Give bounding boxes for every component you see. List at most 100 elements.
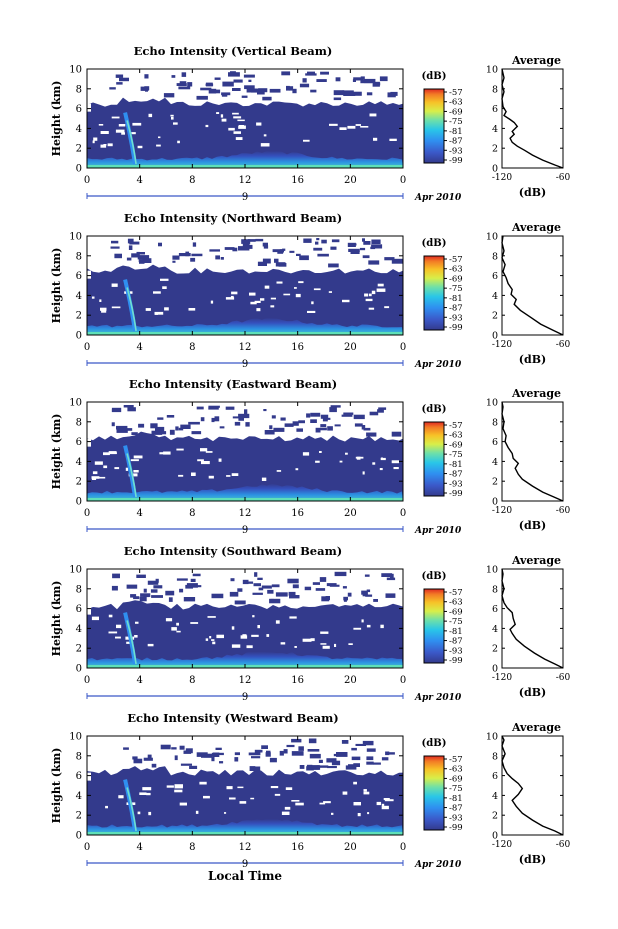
upper-echo-patch: [330, 405, 341, 408]
echo-hole: [207, 616, 216, 618]
echo-hole: [115, 129, 125, 133]
colorbar-unit: (dB): [422, 238, 447, 249]
upper-echo-patch: [151, 763, 157, 768]
upper-echo-patch: [275, 592, 288, 597]
echo-hole: [363, 789, 367, 792]
average-y-tick-label: 10: [486, 565, 498, 576]
upper-echo-patch: [368, 260, 380, 265]
upper-echo-patch: [200, 417, 205, 422]
upper-echo-patch: [251, 756, 261, 759]
echo-hole: [174, 789, 183, 793]
y-axis-label: Height (km): [50, 748, 63, 824]
echo-hole: [380, 624, 384, 629]
echo-hole: [319, 451, 322, 453]
upper-echo-patch: [366, 748, 376, 752]
y-tick-label: 8: [76, 84, 82, 95]
dense-echo-region: [87, 431, 403, 501]
upper-echo-patch: [262, 258, 271, 264]
x-tick-label: 16: [291, 175, 304, 186]
y-tick-label: 0: [76, 831, 82, 842]
echo-hole: [250, 301, 257, 305]
x-tick-label: 8: [189, 175, 195, 186]
x-tick-label: 20: [344, 508, 357, 519]
upper-echo-patch: [161, 431, 167, 435]
y-tick-label: 10: [69, 65, 82, 76]
upper-echo-patch: [139, 596, 147, 602]
colorbar-tick-label: -57: [449, 755, 463, 765]
x-tick-label: 16: [291, 675, 304, 686]
upper-echo-patch: [232, 416, 241, 419]
upper-echo-patch: [158, 242, 162, 247]
echo-hole: [320, 631, 329, 634]
x-tick-label: 0: [84, 342, 90, 353]
colorbar-unit: (dB): [422, 571, 447, 582]
upper-echo-patch: [371, 244, 383, 249]
echo-hole: [251, 634, 259, 637]
upper-echo-patch: [196, 752, 208, 757]
upper-echo-patch: [342, 586, 347, 589]
y-tick-label: 4: [76, 291, 82, 302]
echo-hole: [379, 468, 383, 471]
upper-echo-patch: [305, 73, 317, 76]
upper-echo-patch: [351, 756, 361, 761]
average-y-tick-label: 0: [492, 331, 498, 342]
upper-echo-patch: [363, 241, 371, 245]
upper-echo-patch: [255, 238, 264, 242]
echo-hole: [171, 627, 177, 631]
y-tick-label: 8: [76, 751, 82, 762]
echo-gap: [87, 438, 91, 447]
x-tick-label: 8: [189, 342, 195, 353]
average-y-tick-label: 4: [492, 791, 498, 802]
echo-hole: [145, 308, 151, 311]
x-tick-label: 0: [400, 508, 406, 519]
echo-hole: [91, 476, 100, 479]
colorbar-tick-label: -75: [449, 117, 463, 127]
y-tick-label: 4: [76, 791, 82, 802]
upper-echo-patch: [229, 591, 239, 597]
upper-echo-patch: [171, 75, 176, 78]
upper-echo-patch: [123, 405, 134, 408]
upper-echo-patch: [331, 239, 340, 243]
colorbar-tick-label: -63: [449, 765, 463, 775]
colorbar-tick-label: -63: [449, 598, 463, 608]
echo-hole: [380, 457, 383, 460]
colorbar-tick-label: -69: [449, 440, 463, 450]
upper-echo-patch: [269, 425, 273, 430]
upper-echo-patch: [147, 580, 159, 585]
echo-hole: [231, 626, 235, 630]
upper-echo-patch: [269, 757, 277, 763]
echo-hole: [384, 799, 394, 802]
upper-echo-patch: [131, 253, 139, 258]
upper-echo-patch: [307, 749, 320, 752]
echo-hole: [368, 307, 375, 310]
echo-hole: [212, 641, 216, 645]
echo-hole: [329, 123, 338, 126]
upper-echo-patch: [271, 415, 276, 419]
upper-echo-patch: [133, 758, 143, 764]
upper-echo-patch: [180, 763, 192, 766]
x-tick-label: 0: [84, 508, 90, 519]
echo-hole: [256, 308, 261, 312]
average-title: Average: [511, 221, 561, 234]
upper-echo-patch: [391, 431, 402, 437]
upper-echo-patch: [362, 740, 374, 746]
echo-hole: [231, 291, 238, 295]
upper-echo-patch: [334, 571, 347, 577]
echo-hole: [111, 306, 121, 309]
echo-hole: [125, 467, 129, 471]
echo-hole: [205, 124, 209, 128]
upper-echo-patch: [343, 92, 356, 96]
echo-hole: [92, 471, 98, 475]
upper-echo-patch: [130, 594, 137, 598]
colorbar-tick-label: -57: [449, 588, 463, 598]
echo-hole: [377, 283, 384, 287]
upper-echo-patch: [320, 71, 329, 75]
echo-hole: [100, 307, 107, 311]
average-y-tick-label: 0: [492, 164, 498, 175]
echo-hole: [91, 616, 99, 621]
upper-echo-patch: [241, 95, 248, 98]
upper-echo-patch: [286, 744, 295, 748]
average-title: Average: [511, 54, 561, 67]
y-tick-label: 8: [76, 584, 82, 595]
echo-hole: [254, 300, 261, 303]
